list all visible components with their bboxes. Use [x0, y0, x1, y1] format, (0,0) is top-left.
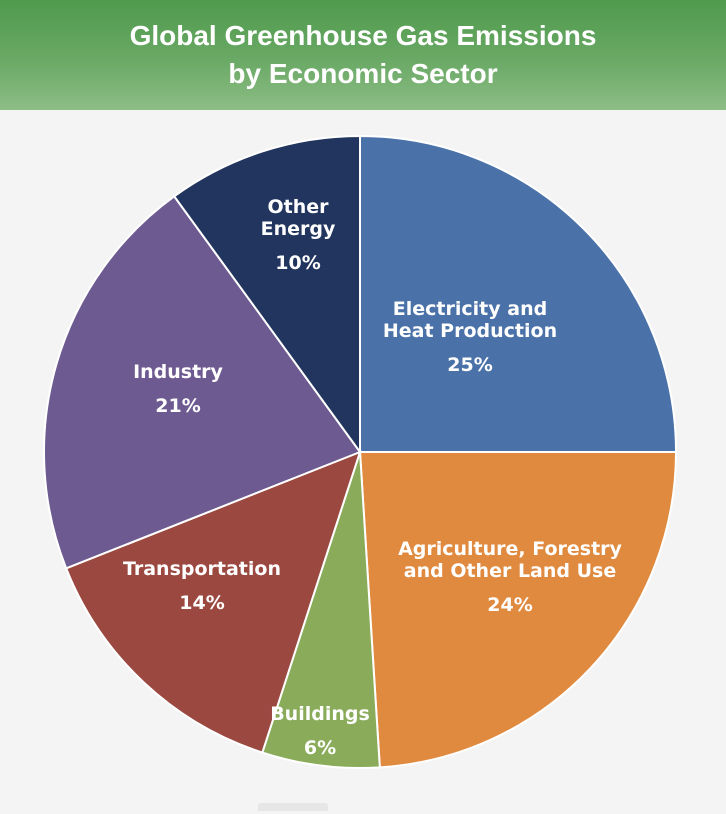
- slice-value-label: 6%: [304, 737, 336, 759]
- slice-label: Electricity and: [393, 298, 547, 320]
- slice-label: Buildings: [270, 703, 370, 725]
- slice-label: Industry: [133, 361, 223, 383]
- page-tab-decoration: [258, 803, 328, 811]
- slice-label: and Other Land Use: [404, 560, 617, 582]
- slice-label: Transportation: [123, 558, 281, 580]
- slice-label: Heat Production: [383, 320, 557, 342]
- slice-label: Other: [267, 196, 329, 218]
- pie-slice-industry: [43, 194, 362, 570]
- slice-value-label: 14%: [179, 592, 224, 614]
- pie-slice-electricity-and-heat-production: [359, 134, 678, 453]
- chart-title-line-2: by Economic Sector: [228, 58, 498, 89]
- slice-value-label: 10%: [275, 252, 320, 274]
- pie-slice-agriculture-forestry-and-other-land-use: [358, 451, 678, 769]
- slice-label: Energy: [261, 218, 336, 240]
- pie-slice-other-energy: [172, 134, 361, 456]
- slice-value-label: 25%: [447, 354, 492, 376]
- slice-value-label: 21%: [155, 395, 200, 417]
- slice-label: Agriculture, Forestry: [398, 538, 622, 560]
- slice-value-label: 24%: [487, 594, 532, 616]
- chart-title-line-1: Global Greenhouse Gas Emissions: [129, 20, 597, 51]
- pie-chart-area: Electricity and Heat Production 25% Agricul…: [0, 110, 726, 810]
- pie-slice-buildings: [261, 451, 381, 769]
- pie-slice-transportation: [64, 450, 362, 754]
- chart-title-banner: Global Greenhouse Gas Emissions by Econo…: [0, 0, 726, 110]
